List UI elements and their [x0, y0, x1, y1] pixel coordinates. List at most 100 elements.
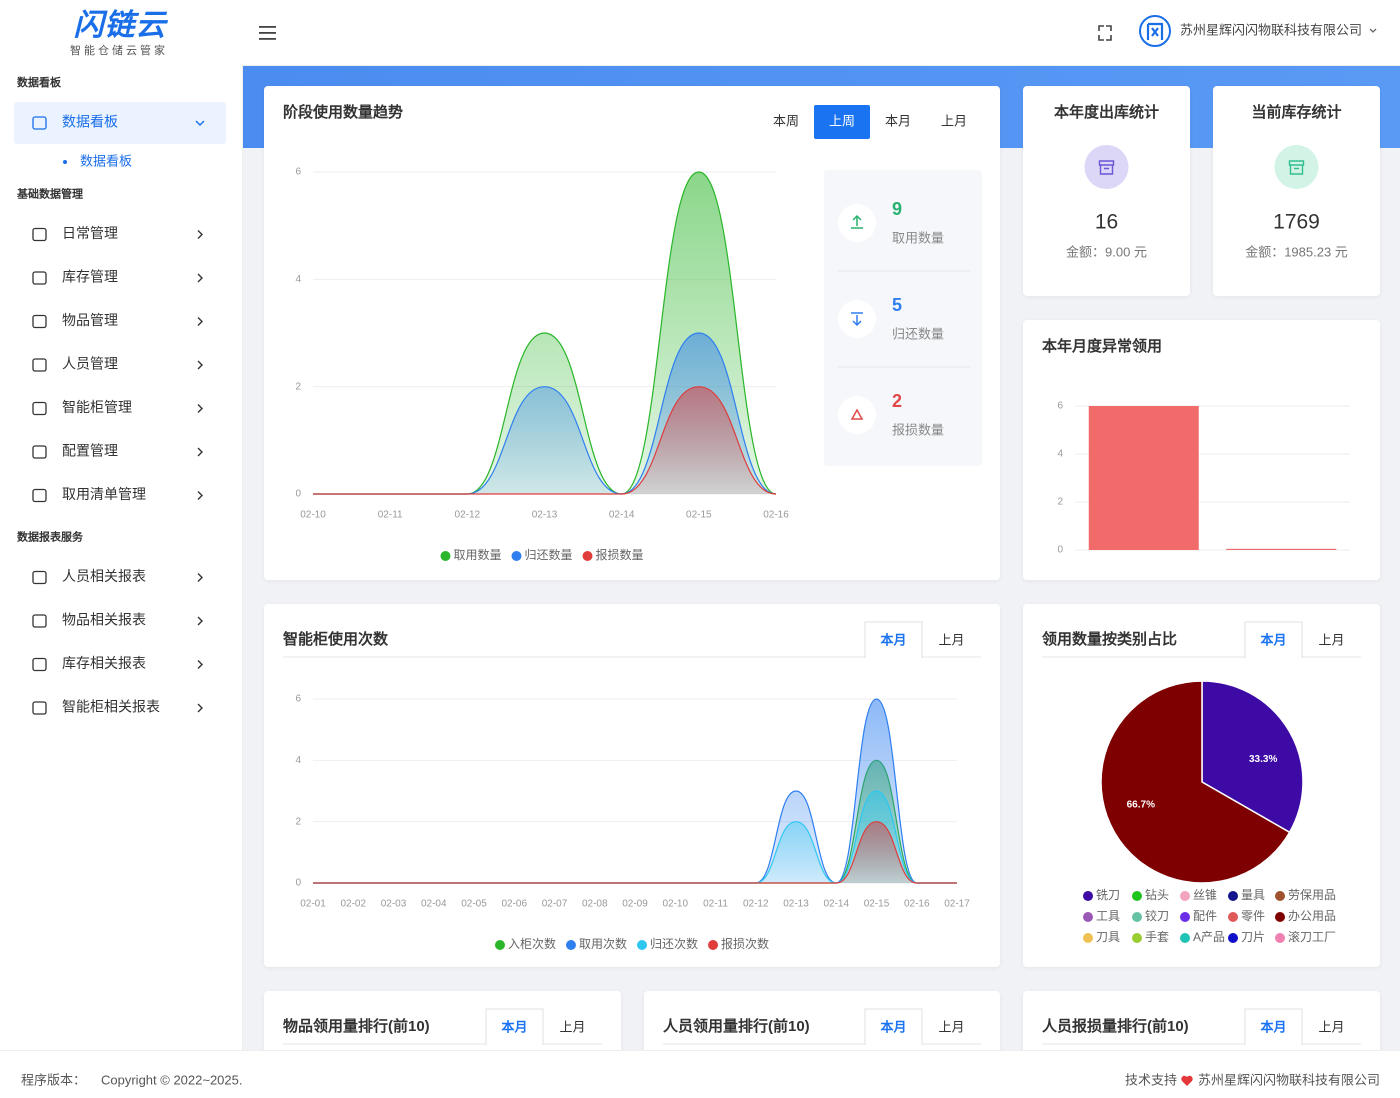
sidebar-item[interactable]: 智能柜管理	[32, 399, 203, 415]
legend-item[interactable]: 钻头	[1132, 887, 1169, 902]
tab[interactable]: 上月	[938, 632, 964, 647]
tab-label: 本月	[880, 1019, 906, 1034]
summary-value: 2	[892, 391, 902, 411]
tab[interactable]: 本月	[1244, 621, 1303, 658]
y-tick-label: 2	[295, 381, 301, 392]
tab[interactable]: 上月	[941, 113, 967, 128]
sidebar-item-label: 人员管理	[62, 356, 118, 372]
legend-swatch	[1275, 891, 1285, 901]
sidebar-subitem[interactable]: 数据看板	[63, 153, 132, 168]
tab-label: 上月	[938, 1019, 964, 1034]
legend-item[interactable]: 工具	[1083, 909, 1120, 923]
legend-item[interactable]: 零件	[1228, 909, 1265, 923]
sidebar-item[interactable]: 库存相关报表	[32, 655, 203, 671]
legend-item[interactable]: 铰刀	[1132, 908, 1169, 923]
legend-item[interactable]: 归还次数	[637, 936, 698, 951]
legend-item[interactable]: 报损数量	[582, 547, 644, 562]
tab[interactable]: 本月	[864, 1008, 923, 1045]
legend-item[interactable]: 手套	[1132, 930, 1169, 944]
legend-swatch	[511, 551, 522, 561]
legend-label: 归还次数	[650, 936, 698, 951]
sidebar-item-label: 取用清单管理	[62, 486, 146, 502]
sidebar-item[interactable]: 人员管理	[32, 356, 203, 372]
legend-item[interactable]: 取用数量	[440, 547, 501, 562]
tab[interactable]: 上月	[1318, 1019, 1344, 1034]
legend-item[interactable]: 刀具	[1083, 930, 1120, 944]
sidebar-item-label: 日常管理	[62, 225, 118, 241]
fullscreen-button[interactable]	[1098, 25, 1112, 41]
legend-swatch	[582, 551, 593, 561]
legend: 入柜次数 取用次数 归还次数 报损次数	[494, 936, 769, 951]
legend-item[interactable]: 取用次数	[565, 936, 627, 951]
tab[interactable]: 本周	[773, 113, 799, 128]
sidebar-item[interactable]: 取用清单管理	[32, 486, 203, 503]
legend-item[interactable]: 刀片	[1228, 930, 1265, 944]
tab[interactable]: 上月	[938, 1019, 964, 1034]
x-tick-label: 02-16	[763, 510, 789, 521]
legend-swatch	[440, 551, 451, 561]
sidebar-item-bg	[14, 102, 226, 144]
chevron	[197, 491, 203, 500]
tab[interactable]: 上月	[559, 1019, 585, 1034]
legend-item[interactable]: 丝锥	[1180, 888, 1217, 902]
sidebar-item[interactable]: 数据看板	[14, 102, 226, 144]
sidebar-item[interactable]: 日常管理	[32, 225, 203, 241]
sidebar-item-label: 数据看板	[62, 114, 118, 130]
sidebar-item[interactable]: 智能柜相关报表	[32, 699, 203, 715]
legend-item[interactable]: 量具	[1228, 888, 1265, 902]
sidebar-item[interactable]: 库存管理	[32, 269, 203, 285]
legend-item[interactable]: A产品	[1180, 930, 1225, 944]
menu-toggle[interactable]	[259, 26, 276, 40]
legend-item[interactable]: 报损次数	[708, 936, 769, 951]
tab[interactable]: 本月	[864, 621, 923, 658]
chart-card: 智能柜使用次数 本月 上月 0 2 4 6 02-01 02-02 02-03 02-04 02-05…	[264, 604, 1000, 967]
tab[interactable]: 本月	[1244, 1008, 1303, 1045]
sidebar-item[interactable]: 物品相关报表	[32, 612, 203, 628]
legend-item[interactable]: 办公用品	[1275, 908, 1336, 923]
stat-amount: 金额：1985.23 元	[1245, 244, 1348, 259]
tab-active-bg	[814, 105, 870, 139]
y-tick-label: 0	[1057, 545, 1063, 556]
avatar-glyph	[1146, 22, 1164, 40]
menu-bar	[259, 32, 276, 34]
legend-item[interactable]: 入柜次数	[494, 936, 556, 951]
sidebar-item[interactable]: 人员相关报表	[32, 568, 203, 585]
y-tick-label: 2	[295, 816, 301, 827]
canvas: 物品领用量排行(前10) 本月 上月	[283, 1008, 602, 1045]
sidebar-item[interactable]: 物品管理	[32, 312, 203, 329]
tab-label: 上月	[938, 632, 964, 647]
tab[interactable]: 本月	[485, 1008, 544, 1045]
pie-slice[interactable]	[1100, 680, 1291, 884]
x-tick-label: 02-14	[609, 510, 635, 521]
legend-label: 手套	[1145, 930, 1169, 944]
legend-swatch	[1180, 912, 1190, 922]
legend-item[interactable]: 铣刀	[1083, 888, 1120, 902]
area-fill	[313, 791, 957, 883]
x-tick-label: 02-04	[421, 899, 447, 910]
sidebar-icon	[32, 488, 47, 503]
slice-label: 66.7%	[1127, 799, 1155, 810]
chart-card: 本年月度异常领用 0 2 4 6	[1023, 320, 1380, 580]
summary-label: 取用数量	[892, 230, 944, 245]
sidebar-icon	[32, 358, 47, 372]
legend-label: A产品	[1193, 930, 1225, 944]
tab[interactable]: 上月	[1318, 632, 1344, 647]
tab[interactable]: 本月	[885, 113, 911, 128]
sidebar-item-label: 物品管理	[62, 312, 118, 328]
sidebar-item[interactable]: 配置管理	[32, 443, 203, 459]
y-tick-label: 0	[295, 489, 301, 500]
legend-item[interactable]: 滚刀工厂	[1275, 929, 1336, 944]
bar[interactable]	[1088, 406, 1199, 550]
tab[interactable]: 上周	[814, 105, 870, 139]
pie-slice[interactable]	[1201, 680, 1304, 834]
legend-item[interactable]: 劳保用品	[1275, 888, 1336, 902]
sidebar-icon	[32, 570, 47, 585]
legend-item[interactable]: 配件	[1180, 909, 1217, 923]
legend-item[interactable]: 归还数量	[511, 547, 573, 562]
bar[interactable]	[1226, 548, 1337, 550]
sidebar-icon	[32, 314, 47, 329]
x-tick-label: 02-10	[300, 510, 326, 521]
company-name[interactable]: 苏州星辉闪闪物联科技有限公司	[1180, 22, 1362, 37]
sidebar-item-label: 人员相关报表	[62, 568, 146, 584]
tab-active-border	[1244, 1008, 1303, 1045]
